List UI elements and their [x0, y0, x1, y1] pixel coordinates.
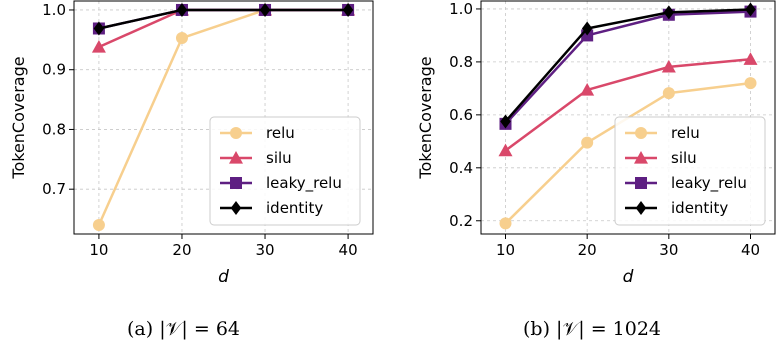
data-point-relu [581, 136, 594, 149]
legend-label-identity: identity [671, 199, 728, 217]
data-point-identity [93, 21, 105, 36]
chart-a: 10 20 30 40 0.7 0.8 0.9 1.0 d TokenCoverage relu si… [9, 0, 374, 287]
y-tick-label: 0.6 [449, 106, 473, 124]
legend-box [209, 116, 361, 226]
series-line-silu [504, 58, 751, 152]
legend-label-leaky_relu: leaky_relu [266, 174, 342, 193]
x-axis-title: d [218, 267, 229, 287]
data-point-relu [499, 217, 512, 230]
legend-marker-leaky_relu [230, 177, 242, 189]
data-point-silu [91, 40, 106, 53]
legend-label-leaky_relu: leaky_relu [671, 174, 747, 193]
legend-marker-identity [230, 201, 242, 215]
y-tick-label: 0.8 [449, 53, 473, 71]
data-point-identity [259, 2, 271, 17]
legend-marker-silu [634, 151, 648, 164]
x-tick-label: 40 [741, 241, 760, 259]
plot-frame [73, 0, 374, 235]
x-tick-label: 20 [578, 241, 597, 259]
legend-label-silu: silu [266, 149, 292, 167]
legend-label-relu: relu [671, 124, 700, 142]
data-point-relu [175, 32, 188, 45]
legend-marker-relu [230, 127, 242, 139]
x-tick-label: 20 [172, 241, 191, 259]
data-point-identity [500, 114, 511, 129]
series-line-identity [98, 8, 349, 30]
y-tick-label: 1.0 [42, 1, 66, 19]
legend: relu silu leaky_relu identity [209, 116, 361, 226]
y-tick-label: 0.2 [449, 212, 473, 230]
y-tick-label: 0.9 [42, 61, 66, 79]
data-point-identity [176, 2, 188, 17]
x-tick-label: 30 [255, 241, 274, 259]
data-point-identity [581, 21, 593, 36]
y-tick-label: 0.8 [42, 120, 66, 138]
caption-a: (a) |𝒱| = 64 [127, 318, 240, 340]
data-point-relu [92, 219, 105, 232]
data-point-identity [745, 2, 756, 17]
chart-b: 10 20 30 40 0.2 0.4 0.6 0.8 1.0 d TokenCoverage rel… [416, 0, 776, 287]
caption-b: (b) |𝒱| = 1024 [523, 318, 662, 340]
data-point-silu [743, 52, 758, 65]
x-tick-label: 40 [339, 241, 358, 259]
legend: relu silu leaky_relu identity [614, 116, 766, 226]
data-point-identity [663, 5, 675, 20]
x-tick-label: 10 [89, 241, 108, 259]
legend-label-relu: relu [266, 124, 295, 142]
legend-marker-leaky_relu [635, 177, 647, 189]
legend-marker-relu [635, 127, 647, 139]
series-line-leaky_relu [504, 10, 751, 125]
data-point-silu [498, 143, 513, 157]
data-point-silu [661, 59, 676, 73]
series-line-silu [98, 8, 349, 49]
y-tick-label: 0.7 [42, 180, 66, 198]
legend-marker-silu [229, 151, 243, 164]
legend-label-identity: identity [266, 199, 323, 217]
data-point-relu [662, 87, 675, 100]
y-axis-title: TokenCoverage [416, 56, 435, 179]
data-point-silu [580, 82, 595, 96]
plot-frame [480, 0, 776, 235]
x-tick-label: 30 [659, 241, 678, 259]
data-point-relu [744, 77, 757, 90]
x-axis-title: d [623, 267, 634, 287]
legend-label-silu: silu [671, 149, 697, 167]
series-line-identity [504, 8, 751, 123]
y-tick-label: 1.0 [449, 0, 473, 18]
y-axis-title: TokenCoverage [9, 56, 28, 179]
x-tick-label: 10 [496, 241, 515, 259]
legend-box [614, 116, 766, 226]
data-point-identity [342, 2, 354, 17]
y-tick-label: 0.4 [449, 159, 473, 177]
legend-marker-identity [635, 201, 647, 215]
